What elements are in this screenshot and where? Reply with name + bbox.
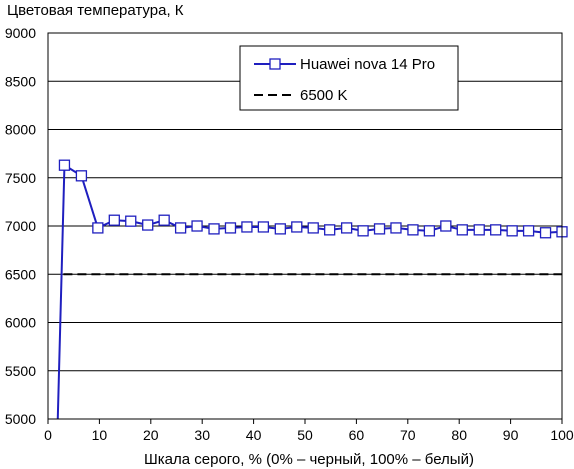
legend-label: Huawei nova 14 Pro (300, 56, 435, 73)
x-tick-label: 50 (297, 427, 313, 443)
data-point (241, 221, 253, 233)
data-point (324, 224, 336, 236)
series-line (56, 163, 563, 420)
y-tick-label: 6000 (5, 315, 36, 331)
data-point (257, 221, 270, 233)
tick-labels: 5000 5500 6000 6500 7000 7500 8000 8500 9000 0 10 2… (5, 25, 574, 443)
legend: Huawei nova 14 Pro 6500 K (239, 45, 459, 111)
data-point (208, 223, 220, 235)
data-point (125, 215, 137, 227)
y-tick-label: 8000 (5, 122, 36, 138)
series-layer (56, 159, 568, 420)
legend-label: 6500 K (300, 87, 348, 104)
y-tick-label: 5500 (5, 363, 36, 379)
x-tick-label: 0 (44, 427, 52, 443)
y-tick-label: 8500 (5, 73, 36, 89)
x-tick-label: 20 (143, 427, 159, 443)
y-tick-label: 7000 (5, 218, 36, 234)
data-point (191, 220, 203, 232)
data-point (224, 222, 237, 234)
x-tick-label: 70 (400, 427, 416, 443)
data-point (506, 225, 518, 237)
data-point (539, 227, 552, 239)
x-tick-label: 100 (550, 427, 574, 443)
data-point (490, 224, 502, 236)
data-point (174, 222, 187, 234)
data-point (373, 223, 386, 235)
legend-box (239, 45, 459, 111)
y-tick-label: 5000 (5, 411, 36, 427)
legend-item: 6500 K (254, 87, 348, 104)
data-point (108, 214, 120, 226)
x-tick-label: 40 (246, 427, 262, 443)
data-point (456, 224, 468, 236)
legend-item: Huawei nova 14 Pro (254, 56, 435, 73)
data-point (307, 222, 319, 234)
data-point (158, 214, 170, 226)
y-tick-label: 9000 (5, 25, 36, 41)
data-point (473, 224, 485, 236)
data-point (92, 222, 104, 234)
series-measured (56, 159, 568, 420)
data-point (340, 222, 353, 234)
x-tick-label: 60 (349, 427, 365, 443)
data-point (142, 219, 154, 231)
y-tick-label: 7500 (5, 170, 36, 186)
y-tick-label: 6500 (5, 266, 36, 282)
data-point (58, 159, 71, 171)
y-axis-title: Цветовая температура, К (7, 2, 184, 19)
data-point (423, 225, 436, 237)
data-point (274, 223, 286, 235)
x-tick-label: 30 (194, 427, 210, 443)
x-axis-title: Шкала серого, % (0% – черный, 100% – бел… (144, 451, 474, 468)
data-point (291, 221, 303, 233)
data-point (407, 224, 419, 236)
x-tick-label: 10 (92, 427, 108, 443)
data-point (357, 225, 369, 237)
legend-marker (269, 58, 281, 70)
data-point (522, 225, 535, 237)
data-point (440, 220, 452, 232)
x-tick-label: 80 (451, 427, 467, 443)
data-point (390, 222, 402, 234)
data-point (75, 170, 88, 182)
x-tick-label: 90 (503, 427, 519, 443)
